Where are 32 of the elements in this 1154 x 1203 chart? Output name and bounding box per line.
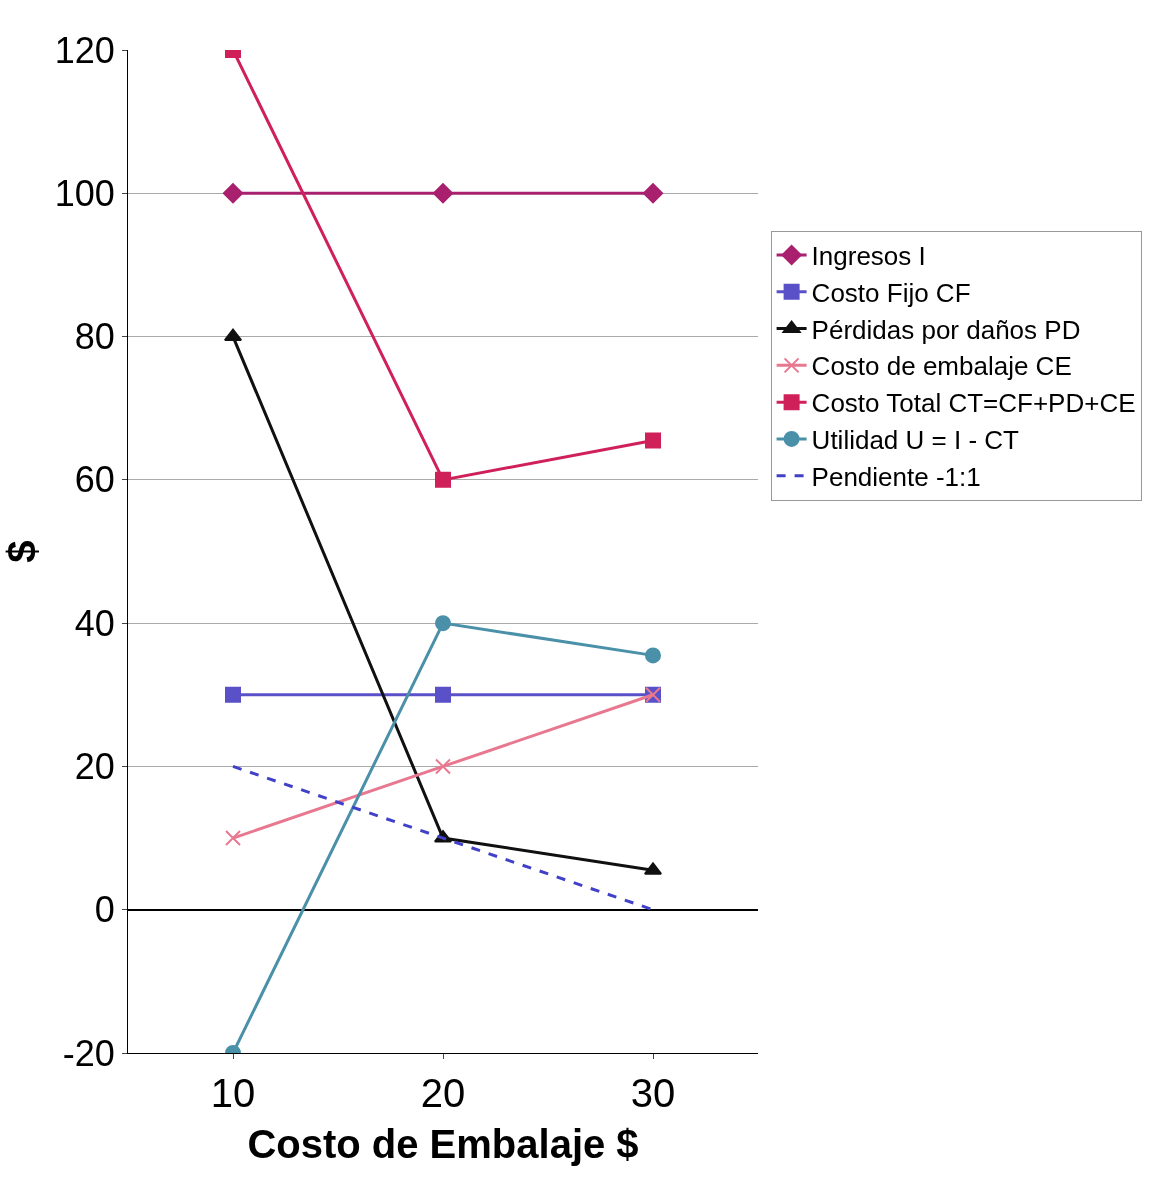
- point: [432, 183, 454, 204]
- point: [642, 183, 664, 204]
- y-tick-label: 40: [74, 602, 115, 644]
- point: [222, 183, 244, 204]
- y-tick-label: 0: [94, 889, 115, 931]
- x-axis-title: Costo de Embalaje $: [247, 1121, 639, 1166]
- legend-label: Costo Total CT=CF+PD+CE: [811, 388, 1136, 419]
- point: [435, 758, 451, 775]
- x-tick-label: 20: [420, 1071, 466, 1115]
- legend-label: Costo de embalaje CE: [811, 351, 1072, 382]
- point: [225, 830, 241, 847]
- point: [435, 615, 451, 632]
- legend-label: Costo Fijo CF: [811, 277, 971, 308]
- legend-label: Pérdidas por daños PD: [811, 314, 1081, 345]
- y-tick-label: -20: [62, 1032, 115, 1074]
- point: [225, 686, 241, 703]
- y-tick-label: 20: [74, 746, 115, 788]
- point: [645, 647, 661, 664]
- y-axis-title: $: [0, 540, 44, 563]
- x-tick-label: 10: [210, 1071, 256, 1115]
- y-tick-label: 60: [74, 459, 115, 501]
- y-tick-label: 120: [54, 29, 115, 71]
- y-tick-label: 80: [74, 316, 115, 358]
- legend-label: Pendiente -1:1: [811, 461, 981, 492]
- point: [645, 432, 661, 449]
- point: [223, 328, 243, 342]
- y-tick-label: 100: [54, 172, 115, 214]
- legend-label: Ingresos I: [811, 241, 926, 272]
- legend-label: Utilidad U = I - CT: [811, 425, 1020, 456]
- point: [435, 471, 451, 488]
- x-tick-label: 30: [630, 1071, 676, 1115]
- point: [435, 686, 451, 703]
